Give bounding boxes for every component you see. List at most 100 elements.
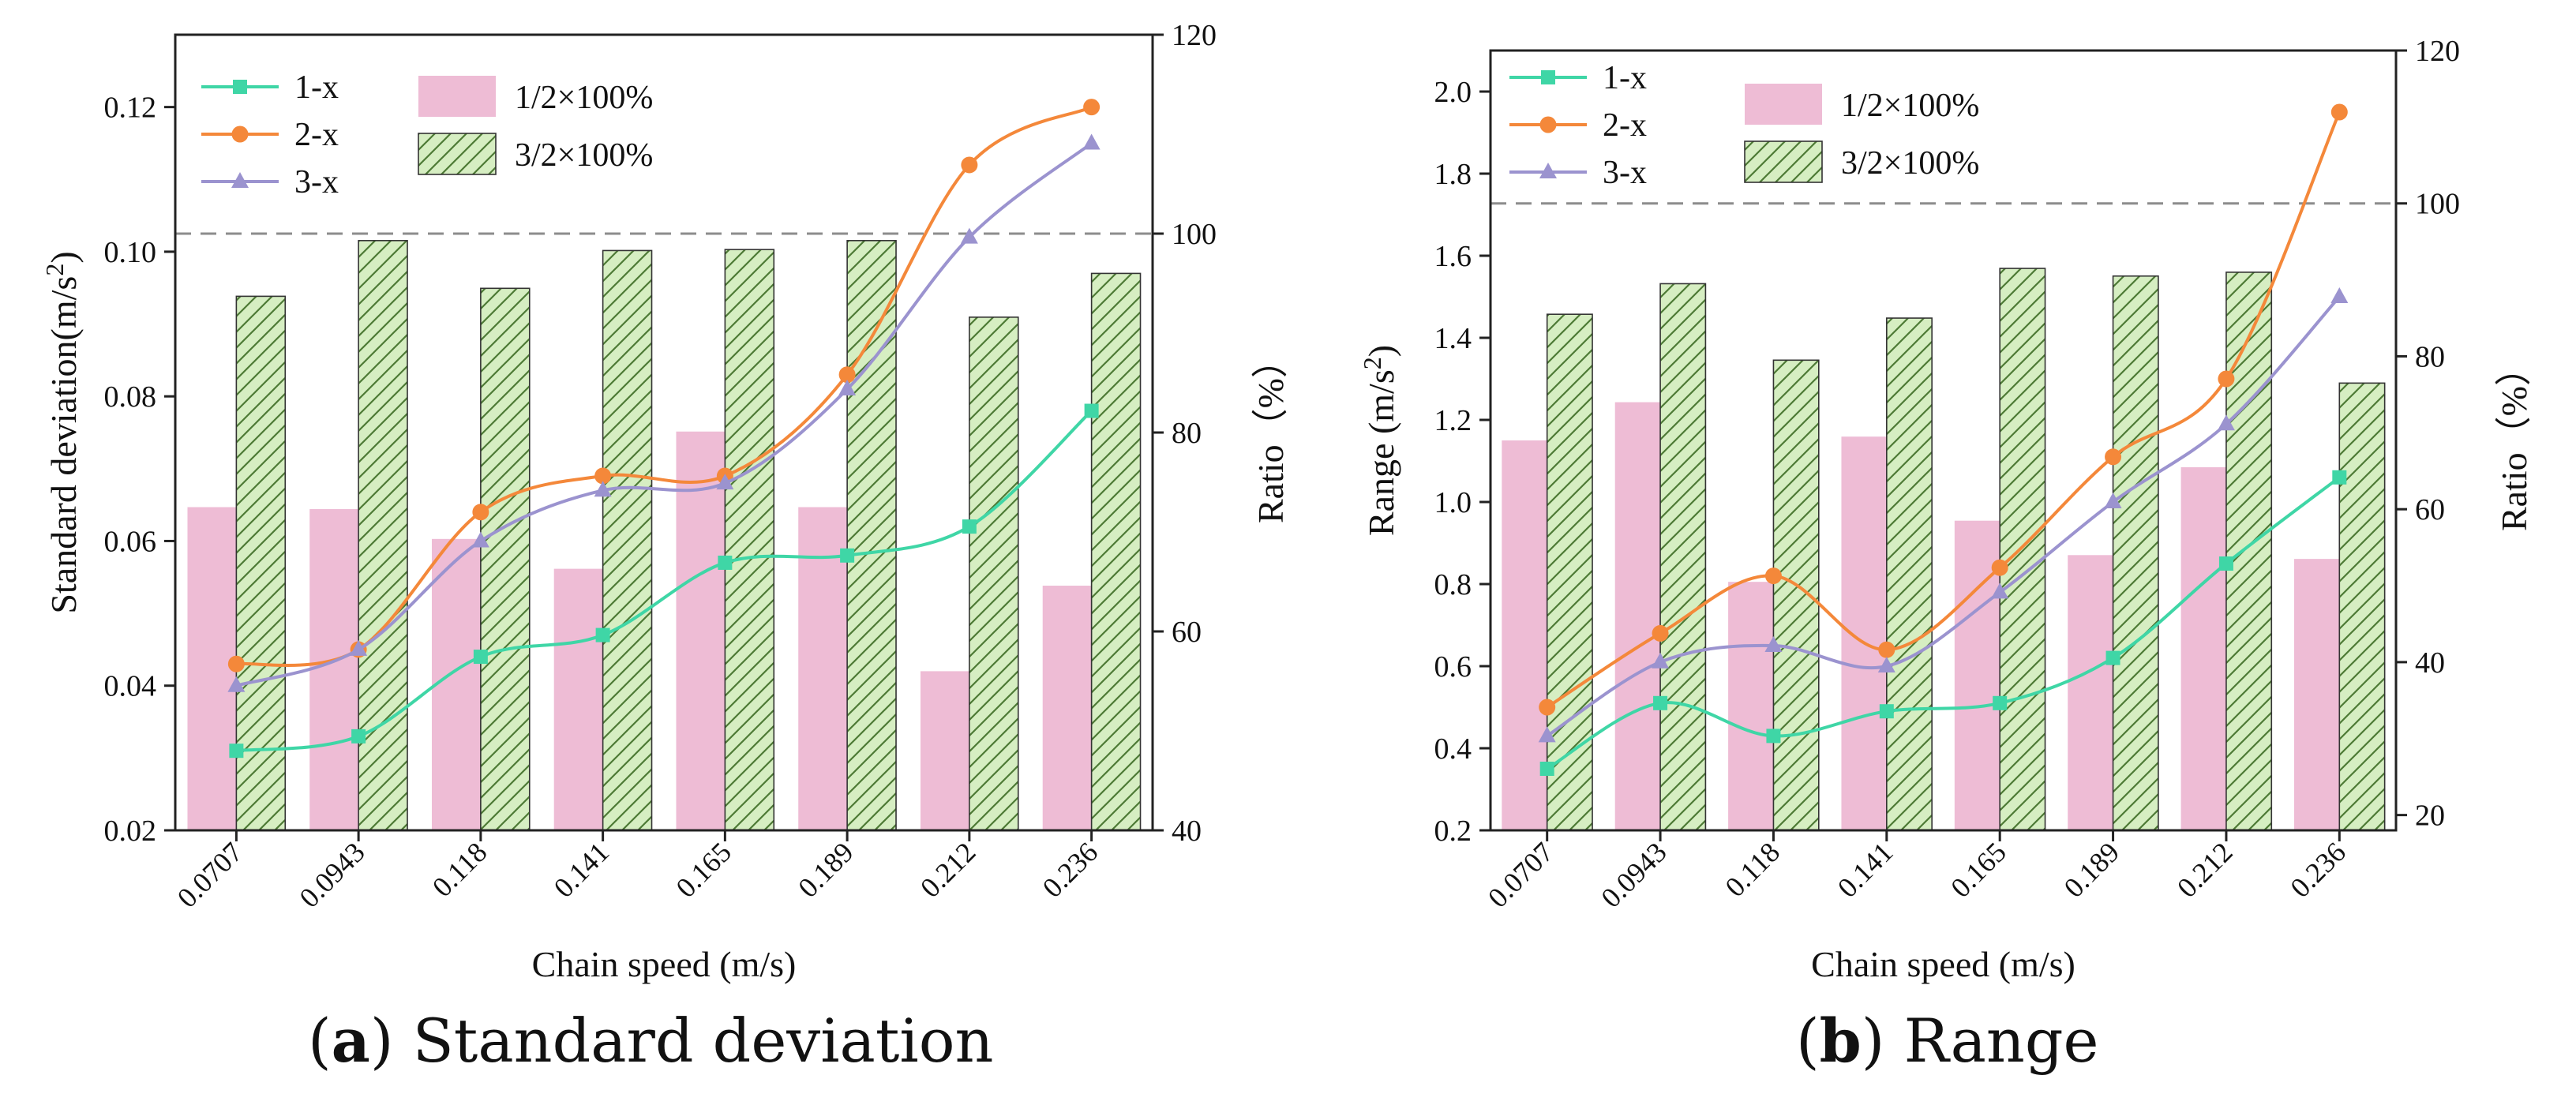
- bar-1-2-0.0943: [1614, 402, 1661, 831]
- plot-frame: [1489, 49, 2398, 832]
- legend-label-1-2: 1/2×100%: [1841, 88, 1979, 124]
- y-tick-label: 0.10: [104, 236, 157, 269]
- y-tick-label: 0.4: [1434, 732, 1472, 766]
- legend-marker-2-x: [1539, 116, 1557, 133]
- point-3-x-0.236: [1082, 133, 1101, 150]
- legend-label-2-x: 2-x: [1603, 107, 1647, 144]
- point-1-x-0.165: [718, 555, 733, 570]
- y-axis-title: Standard deviation(m/s2): [40, 251, 84, 613]
- y-tick-label: 0.02: [104, 815, 157, 848]
- point-1-x-0.236: [1084, 403, 1099, 418]
- point-1-x-0.141: [1879, 704, 1894, 719]
- point-3-x-0.141: [1877, 657, 1895, 672]
- y-tick-label: 0.04: [104, 670, 157, 703]
- x-tick-label: 0.141: [1832, 836, 1899, 904]
- x-tick-label: 0.0707: [171, 836, 249, 913]
- y2-tick-label: 40: [1172, 815, 1202, 848]
- y2-axis-title: Ratio（%）: [2494, 350, 2534, 531]
- y-axis-title: Range (m/s2): [1358, 345, 1401, 536]
- y2-tick-label: 20: [2415, 800, 2445, 833]
- bar-3-2-0.165: [1999, 268, 2046, 831]
- point-2-x-0.189: [2105, 448, 2122, 466]
- y-tick-label: 0.08: [104, 380, 157, 414]
- point-2-x-0.118: [1764, 567, 1782, 585]
- point-1-x-0.118: [1766, 729, 1781, 744]
- bar-3-2-0.236: [2338, 382, 2386, 831]
- legend-label-3-2: 3/2×100%: [515, 137, 653, 174]
- x-tick-label: 0.212: [914, 836, 982, 904]
- x-tick-label: 0.118: [426, 836, 493, 903]
- y2-tick-label: 120: [2415, 35, 2460, 68]
- x-tick-label: 0.212: [2171, 836, 2239, 904]
- x-axis-title: Chain speed (m/s): [1811, 944, 2075, 984]
- point-1-x-0.0943: [351, 729, 366, 744]
- y2-tick-label: 80: [1172, 417, 1202, 450]
- legend-label-3-2: 3/2×100%: [1841, 145, 1979, 182]
- point-2-x-0.165: [1991, 559, 2008, 576]
- x-tick-label: 0.118: [1719, 836, 1786, 903]
- point-3-x-0.212: [2217, 414, 2235, 431]
- point-1-x-0.118: [473, 650, 488, 665]
- legend-swatch-3-2: [1744, 140, 1823, 183]
- y2-tick-label: 60: [1172, 616, 1202, 649]
- bar-1-2-0.0707: [187, 507, 237, 830]
- point-3-x-0.165: [716, 474, 734, 490]
- bar-1-2-0.212: [920, 671, 969, 830]
- point-3-x-0.189: [838, 380, 857, 396]
- legend-marker-1-x: [233, 80, 247, 94]
- bar-1-2-0.212: [2180, 466, 2226, 830]
- bar-3-2-0.0943: [358, 240, 408, 831]
- x-tick-label: 0.0943: [1595, 836, 1672, 913]
- series-line-2-x: [236, 105, 1093, 667]
- point-1-x-0.236: [2332, 470, 2347, 485]
- series-line-3-x: [235, 141, 1093, 687]
- panel-standard-deviation: 0.02 0.04 0.06 0.08 0.10 0.12 40 60 80 100 120 0.07…: [40, 19, 1291, 1076]
- point-1-x-0.0707: [229, 744, 244, 759]
- y-tick-label: 1.8: [1434, 158, 1472, 191]
- point-2-x-0.118: [472, 504, 489, 521]
- legend-label-1-2: 1/2×100%: [515, 80, 653, 116]
- bar-1-2-0.236: [2293, 559, 2340, 830]
- point-3-x-0.189: [2104, 493, 2122, 508]
- legend-label-3-x: 3-x: [1603, 155, 1647, 191]
- point-3-x-0.0707: [227, 676, 246, 692]
- bar-3-2-0.212: [969, 317, 1019, 831]
- bar-3-2-0.236: [1090, 272, 1142, 831]
- y2-tick-label: 80: [2415, 340, 2445, 373]
- y2-axis-title: Ratio（%）: [1251, 342, 1291, 523]
- panel-caption: (a) Standard deviation: [308, 1006, 993, 1076]
- bar-1-2-0.189: [2068, 555, 2113, 830]
- point-2-x-0.0707: [227, 655, 245, 672]
- bar-1-2-0.141: [1841, 436, 1887, 830]
- y-tick-label: 1.4: [1434, 322, 1472, 355]
- point-1-x-0.165: [1993, 695, 2008, 710]
- series-line-2-x: [1546, 111, 2342, 709]
- bar-3-2-0.141: [602, 249, 653, 831]
- y-tick-label: 1.6: [1434, 240, 1472, 273]
- point-1-x-0.0707: [1539, 762, 1554, 776]
- x-tick-label: 0.189: [792, 836, 860, 904]
- point-1-x-0.0943: [1653, 695, 1668, 710]
- point-1-x-0.212: [2218, 556, 2233, 571]
- bar-3-2-0.189: [2112, 275, 2159, 831]
- point-2-x-0.189: [838, 366, 856, 384]
- point-1-x-0.141: [595, 627, 610, 642]
- series-line-1-x: [1546, 476, 2341, 770]
- point-3-x-0.118: [471, 531, 489, 548]
- bar-1-2-0.236: [1042, 586, 1092, 830]
- y-tick-label: 1.2: [1434, 404, 1472, 437]
- point-2-x-0.0707: [1539, 699, 1556, 716]
- bar-1-2-0.0943: [309, 509, 359, 830]
- bar-1-2-0.118: [431, 538, 481, 830]
- y-tick-label: 1.0: [1434, 486, 1472, 519]
- point-3-x-0.0943: [350, 639, 368, 656]
- y-tick-label: 0.12: [104, 92, 157, 125]
- point-1-x-0.189: [840, 548, 855, 563]
- legend-label-2-x: 2-x: [294, 117, 339, 153]
- point-2-x-0.141: [594, 467, 612, 485]
- y-tick-label: 2.0: [1434, 76, 1472, 109]
- bar-1-2-0.141: [553, 568, 603, 830]
- bar-1-2-0.165: [676, 431, 726, 830]
- bar-3-2-0.141: [1886, 317, 1933, 831]
